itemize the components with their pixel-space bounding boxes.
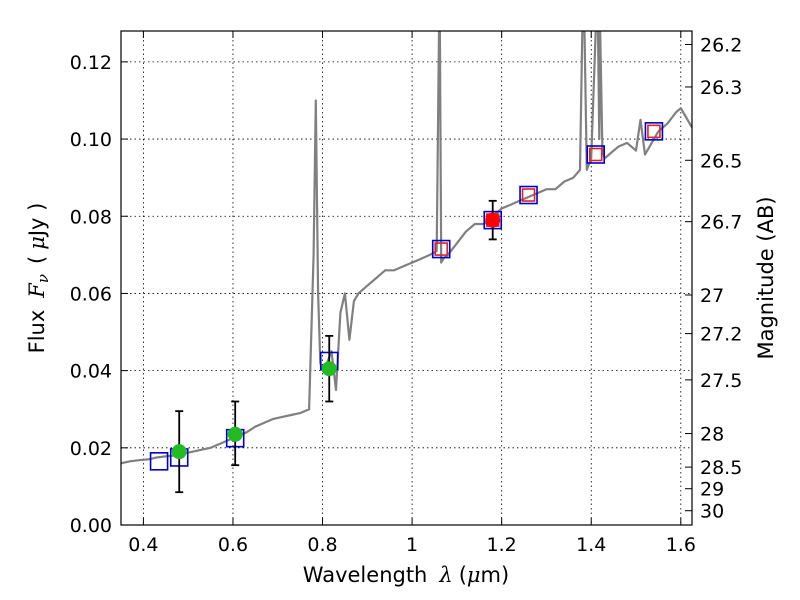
y-tick-label-2: 0.04 [70, 361, 112, 383]
mag-tick-label-5: 27.2 [700, 324, 742, 346]
y-tick-label-1: 0.02 [70, 438, 112, 460]
series-layer [121, 31, 692, 494]
optical-detections-point-0 [171, 444, 187, 460]
NIR-photometry-marker-2 [521, 188, 536, 202]
y-tick-label-6: 0.12 [70, 52, 112, 74]
model-photometry-marker-7 [586, 145, 606, 164]
mag-tick-label-10: 30 [700, 501, 724, 523]
optical-detections-point-2 [321, 361, 337, 377]
mag-tick-label-0: 26.2 [700, 35, 742, 57]
y-tick-label-0: 0.00 [70, 515, 112, 537]
mag-tick-label-7: 28 [700, 424, 724, 446]
NIR-photometry-marker-3 [588, 147, 603, 162]
y2-axis-title: Magnitude (AB) [754, 196, 778, 359]
plot-background [121, 31, 692, 525]
x-tick-label-2: 0.8 [307, 534, 337, 556]
x-tick-label-1: 0.6 [218, 534, 248, 556]
x-tick-label-4: 1.2 [487, 534, 517, 556]
mag-tick-label-8: 28.5 [700, 457, 742, 479]
optical-detections-point-1 [227, 426, 243, 442]
mag-tick-label-2: 26.5 [700, 150, 742, 172]
mag-tick-label-1: 26.3 [700, 77, 742, 99]
model-photometry-marker-8 [644, 122, 664, 141]
model-photometry-marker-4 [431, 239, 451, 259]
model-photometry-marker-0 [149, 452, 169, 471]
mag-tick-label-6: 27.5 [700, 370, 742, 392]
ticks: 0.4 0.6 0.8 1 1.2 1.4 1.6 0.00 0.02 0.04 0.06 0.08 0… [70, 31, 742, 556]
y-tick-label-3: 0.06 [70, 283, 112, 305]
y-tick-label-4: 0.08 [70, 206, 112, 228]
NIR-detection-point-0 [485, 212, 501, 228]
mag-tick-label-3: 26.7 [700, 212, 742, 234]
mag-tick-label-9: 29 [700, 479, 724, 501]
x-tick-label-6: 1.6 [666, 534, 696, 556]
series-group [121, 31, 692, 494]
x-tick-label-0: 0.4 [128, 534, 158, 556]
y-axis-title: FluxFν(μJy ) [25, 203, 52, 354]
y-tick-label-5: 0.10 [70, 129, 112, 151]
NIR-photometry-marker-0 [434, 242, 449, 256]
x-axis-title: Wavelength λ (μm) [303, 563, 509, 587]
NIR-photometry-marker-4 [647, 124, 661, 139]
mag-tick-label-4: 27 [700, 285, 724, 307]
x-tick-label-3: 1 [406, 534, 418, 556]
x-tick-label-5: 1.4 [576, 534, 606, 556]
model-photometry-marker-6 [519, 185, 538, 205]
plot-frame [120, 30, 693, 526]
